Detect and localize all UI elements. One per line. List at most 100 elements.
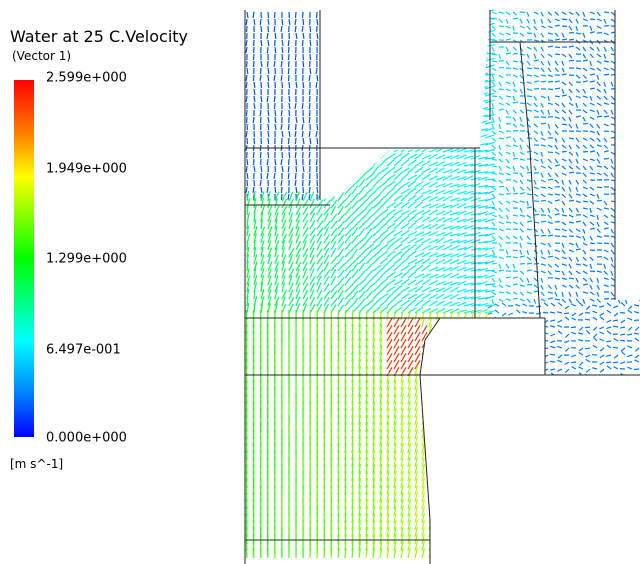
vector-arrow — [548, 250, 550, 255]
vector-arrow — [436, 338, 439, 348]
vector-arrow — [471, 65, 481, 68]
vector-arrow — [534, 152, 538, 154]
vector-arrow — [387, 119, 395, 125]
vector-arrow — [492, 54, 497, 55]
vector-arrow — [450, 107, 460, 110]
vector-arrow — [611, 12, 615, 15]
vector-arrow — [443, 506, 446, 516]
vector-arrow — [331, 81, 337, 89]
vector-arrow — [600, 339, 605, 341]
vector-arrow — [450, 331, 453, 341]
vector-arrow — [380, 187, 387, 195]
vector-arrow — [471, 493, 474, 502]
vector-arrow — [436, 50, 445, 54]
vector-arrow — [620, 334, 625, 335]
vector-arrow — [415, 42, 424, 47]
vector-arrow — [527, 187, 531, 191]
vector-arrow — [634, 333, 639, 334]
vector-arrow — [338, 81, 343, 90]
vector-arrow — [520, 201, 525, 202]
vector-arrow — [583, 173, 586, 177]
vector-arrow — [331, 123, 337, 131]
vector-arrow — [506, 152, 511, 154]
vector-arrow — [436, 113, 445, 117]
vector-arrow — [562, 124, 567, 125]
vector-arrow — [401, 126, 410, 131]
vector-arrow — [401, 47, 409, 54]
vector-arrow — [513, 89, 517, 92]
vector-arrow — [450, 44, 460, 47]
vector-arrow — [488, 404, 492, 407]
vector-arrow — [572, 367, 576, 369]
vector-arrow — [443, 485, 446, 495]
vector-arrow — [436, 352, 439, 362]
vector-arrow — [260, 152, 261, 158]
vector-arrow — [464, 549, 467, 559]
vector-arrow — [464, 437, 467, 447]
vector-arrow — [571, 432, 576, 434]
vector-arrow — [515, 320, 520, 322]
vector-arrow — [331, 11, 338, 19]
vector-arrow — [478, 479, 482, 488]
vector-arrow — [422, 126, 431, 131]
vector-arrow — [331, 73, 336, 82]
vector-arrow — [593, 394, 597, 397]
vector-arrow — [562, 117, 565, 121]
vector-arrow — [576, 292, 578, 297]
vector-arrow — [485, 305, 495, 306]
vector-arrow — [618, 102, 623, 103]
vector-arrow — [627, 431, 632, 432]
vector-arrow — [260, 19, 261, 25]
vector-arrow — [359, 243, 366, 250]
vector-arrow — [555, 12, 559, 15]
vector-arrow — [471, 353, 474, 362]
vector-arrow — [495, 416, 499, 418]
vector-arrow — [401, 96, 408, 103]
vector-arrow — [345, 124, 352, 131]
vector-arrow — [275, 12, 276, 18]
vector-arrow — [464, 465, 467, 475]
vector-arrow — [387, 292, 394, 299]
vector-arrow — [621, 411, 625, 414]
vector-arrow — [422, 29, 431, 33]
vector-arrow — [520, 180, 523, 184]
vector-arrow — [600, 348, 604, 351]
vector-arrow — [471, 9, 481, 12]
vector-arrow — [373, 208, 380, 215]
vector-arrow — [536, 500, 541, 502]
vector-arrow — [324, 38, 329, 47]
vector-arrow — [401, 265, 409, 271]
vector-arrow — [543, 340, 548, 341]
vector-arrow — [607, 474, 612, 476]
vector-arrow — [464, 430, 467, 440]
vector-arrow — [488, 474, 492, 477]
vector-arrow — [620, 459, 625, 460]
vector-arrow — [569, 26, 572, 30]
vector-arrow — [494, 522, 499, 523]
vector-arrow — [359, 53, 365, 61]
vector-arrow — [345, 39, 352, 47]
vector-arrow — [457, 437, 460, 447]
vector-arrow — [562, 250, 565, 254]
vector-arrow — [604, 116, 609, 117]
vector-arrow — [557, 481, 562, 482]
vector-arrow — [585, 481, 590, 483]
vector-arrow — [380, 41, 388, 47]
colorbar-tick: 0.000e+000 — [46, 431, 127, 446]
vector-arrow — [590, 187, 594, 190]
vector-arrow — [450, 135, 460, 138]
vector-arrow — [604, 68, 609, 70]
vector-arrow — [501, 516, 506, 517]
vector-arrow — [523, 304, 528, 306]
vector-arrow — [548, 68, 551, 72]
vector-arrow — [485, 395, 489, 404]
vector-arrow — [401, 160, 409, 166]
vector-arrow — [583, 54, 586, 58]
vector-arrow — [394, 210, 402, 215]
vector-arrow — [345, 131, 352, 138]
vector-arrow — [502, 499, 506, 502]
vector-arrow — [583, 166, 586, 170]
vector-arrow — [632, 298, 637, 299]
vector-arrow — [625, 19, 629, 22]
vector-arrow — [478, 409, 482, 418]
